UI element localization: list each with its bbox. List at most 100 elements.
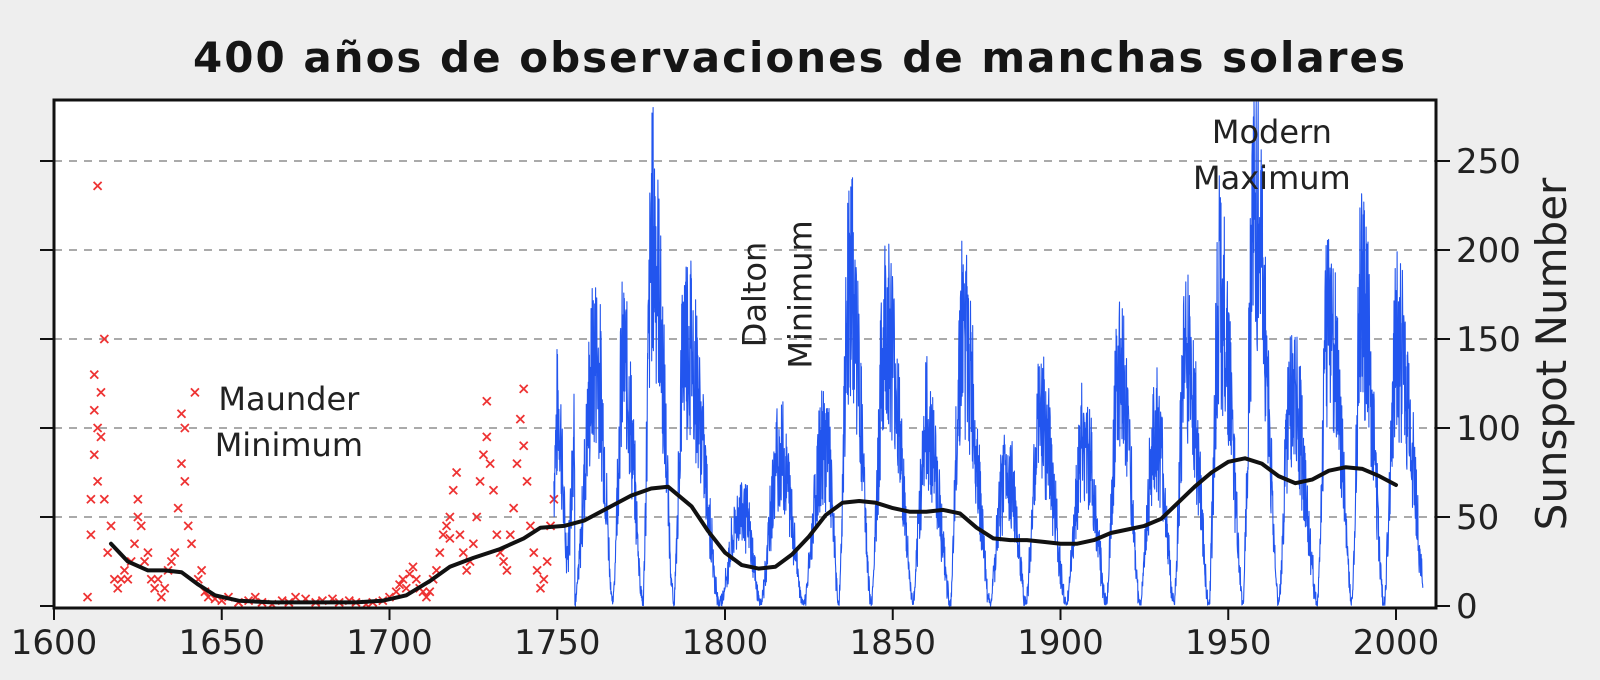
early-observation-marker	[103, 547, 113, 558]
x-tick-label: 1900	[1017, 623, 1104, 663]
y-tick-label: 250	[1456, 142, 1521, 182]
early-observation-marker	[166, 556, 177, 567]
early-observation-marker	[529, 547, 539, 558]
early-observation-marker	[123, 574, 133, 584]
early-observation-marker	[176, 409, 187, 419]
early-observation-marker	[196, 565, 207, 576]
annotation: Dalton Minimum	[735, 220, 819, 368]
y-tick-label: 200	[1456, 231, 1521, 271]
early-observation-marker	[106, 521, 116, 531]
early-observation-marker	[173, 503, 183, 513]
early-observation-marker	[391, 587, 401, 597]
early-observation-marker	[92, 181, 103, 191]
early-observation-marker	[109, 574, 120, 584]
early-observation-marker	[176, 458, 187, 469]
early-observation-marker	[519, 384, 529, 394]
early-observation-marker	[170, 547, 180, 558]
monthly-observations-series	[553, 101, 1424, 607]
early-observation-marker	[468, 539, 479, 549]
early-observation-marker	[190, 387, 200, 398]
early-observation-marker	[89, 405, 99, 415]
early-observation-marker	[92, 423, 103, 433]
early-observation-marker	[421, 592, 432, 602]
y-tick-label: 0	[1456, 587, 1478, 627]
early-observation-marker	[150, 583, 160, 593]
early-observation-marker	[133, 512, 143, 522]
early-observation-marker	[401, 583, 411, 593]
early-observation-marker	[462, 565, 472, 576]
early-observation-marker	[180, 476, 190, 487]
early-observation-marker	[458, 547, 468, 558]
early-observation-marker	[99, 494, 109, 504]
early-observation-marker	[451, 467, 462, 478]
early-observation-marker	[539, 574, 549, 584]
early-observation-marker	[398, 574, 408, 584]
annotation-line: Minimum	[781, 220, 819, 368]
early-observation-marker	[532, 565, 542, 576]
annotation-line: Maximum	[1193, 159, 1351, 197]
early-observation-marker	[488, 485, 499, 495]
early-observation-marker	[153, 574, 163, 584]
early-observation-marker	[455, 530, 465, 540]
early-observation-marker	[492, 530, 502, 540]
x-tick-label: 1600	[11, 623, 98, 663]
early-observation-marker	[425, 587, 435, 597]
early-observation-marker	[475, 476, 485, 487]
early-observation-marker	[290, 592, 301, 602]
early-observation-marker	[113, 583, 123, 593]
early-observation-marker	[438, 530, 448, 540]
annotation-line: Modern	[1212, 113, 1332, 151]
annotation-line: Maunder	[218, 380, 360, 418]
early-observation-marker	[129, 539, 140, 549]
early-observation-marker	[180, 423, 190, 433]
early-observation-marker	[498, 556, 509, 567]
x-tick-label: 1650	[178, 623, 265, 663]
early-observation-marker	[92, 476, 103, 487]
x-tick-label: 1750	[514, 623, 601, 663]
early-observation-marker	[435, 547, 445, 558]
early-observation-marker	[535, 583, 546, 593]
axis-ticks: 0 50 100 150 200 250 1600 1650 1700 1750 1800 1850 1…	[11, 142, 1521, 663]
x-tick-label: 1800	[682, 623, 769, 663]
early-observation-marker	[542, 556, 552, 567]
early-observation-marker	[505, 530, 515, 540]
early-observation-marker	[519, 441, 529, 451]
y-axis-label: Sunspot Number	[1527, 177, 1576, 530]
early-observation-marker	[96, 432, 106, 442]
early-observation-marker	[522, 476, 532, 487]
early-observation-marker	[156, 592, 166, 602]
early-observation-marker	[183, 521, 193, 531]
x-tick-label: 1950	[1185, 623, 1272, 663]
y-tick-label: 50	[1456, 498, 1499, 538]
early-observation-marker	[133, 494, 143, 504]
monthly-observations-line	[553, 101, 1424, 607]
early-observation-marker	[482, 396, 492, 406]
x-tick-label: 1850	[849, 623, 936, 663]
early-observation-marker	[445, 512, 455, 522]
early-observation-marker	[116, 574, 126, 584]
early-observation-marker	[515, 414, 525, 424]
early-observation-marker	[86, 530, 96, 540]
early-observation-marker	[502, 565, 512, 576]
early-observation-marker	[525, 521, 536, 531]
early-observation-marker	[485, 458, 495, 469]
early-observation-marker	[408, 562, 418, 572]
chart-title: 400 años de observaciones de manchas sol…	[193, 33, 1407, 82]
x-tick-label: 1700	[346, 623, 433, 663]
early-observation-marker	[186, 539, 197, 549]
early-observation-marker	[448, 485, 458, 495]
early-observation-marker	[441, 521, 452, 531]
early-observation-marker	[508, 503, 519, 513]
early-observation-marker	[146, 574, 156, 584]
annotation-line: Minimum	[215, 426, 363, 464]
y-tick-label: 150	[1456, 320, 1521, 360]
early-observation-marker	[136, 521, 146, 531]
early-observation-marker	[82, 592, 93, 602]
early-observation-marker	[472, 512, 482, 522]
y-tick-label: 100	[1456, 409, 1521, 449]
early-observation-marker	[139, 556, 150, 567]
early-observation-marker	[482, 432, 492, 442]
